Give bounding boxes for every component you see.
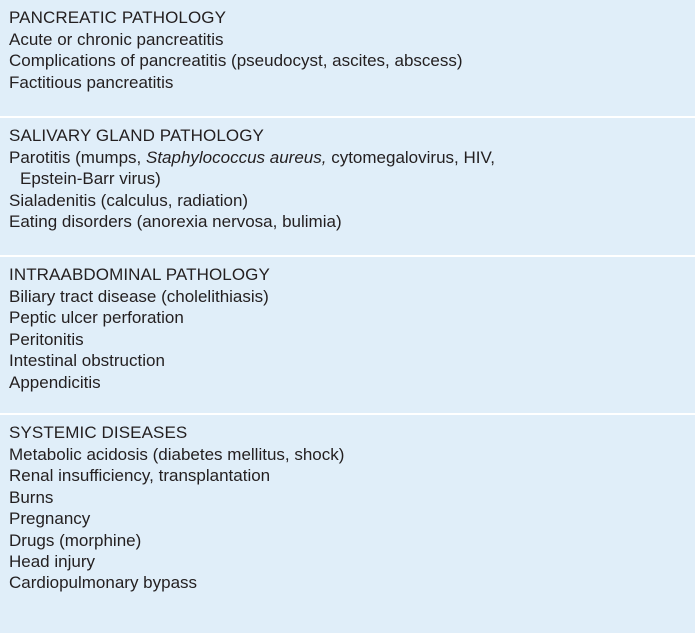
list-item: Appendicitis [9,372,101,392]
section-heading: INTRAABDOMINAL PATHOLOGY [9,265,270,284]
list-item: Biliary tract disease (cholelithiasis) [9,287,269,306]
list-item: Pregnancy [9,509,91,529]
list-item: Peptic ulcer perforation [9,308,184,328]
parotitis-suffix: cytomegalovirus, HIV, [326,148,495,167]
section-systemic-diseases: SYSTEMIC DISEASES Metabolic acidosis (di… [0,413,695,633]
section-pancreatic-pathology: PANCREATIC PATHOLOGY Acute or chronic pa… [0,0,695,116]
list-item: Factitious pancreatitis [9,72,174,92]
list-item: Complications of pancreatitis (pseudocys… [9,51,463,71]
list-item-parotitis: Parotitis (mumps, Staphylococcus aureus,… [9,147,695,168]
section-heading: SYSTEMIC DISEASES [9,423,188,442]
list-item: Head injury [9,552,95,572]
list-item: Cardiopulmonary bypass [9,573,198,593]
list-item: Burns [9,487,54,507]
section-intraabdominal-pathology: INTRAABDOMINAL PATHOLOGY Biliary tract d… [0,255,695,413]
list-item: Eating disorders (anorexia nervosa, buli… [9,212,342,232]
section-heading: SALIVARY GLAND PATHOLOGY [9,126,264,145]
parotitis-prefix: Parotitis (mumps, [9,148,146,167]
list-item: Peritonitis [9,329,84,349]
list-item: Drugs (morphine) [9,530,142,550]
list-item: Intestinal obstruction [9,351,165,371]
list-item: Sialadenitis (calculus, radiation) [9,190,249,210]
parotitis-italic-organism: Staphylococcus aureus, [145,148,327,167]
list-item: Renal insufficiency, transplantation [9,466,271,486]
section-heading: PANCREATIC PATHOLOGY [9,8,227,27]
list-item: Metabolic acidosis (diabetes mellitus, s… [9,445,345,464]
section-salivary-gland-pathology: SALIVARY GLAND PATHOLOGY Parotitis (mump… [0,116,695,255]
list-item-continuation: Epstein-Barr virus) [20,169,161,189]
list-item: Acute or chronic pancreatitis [9,30,224,49]
